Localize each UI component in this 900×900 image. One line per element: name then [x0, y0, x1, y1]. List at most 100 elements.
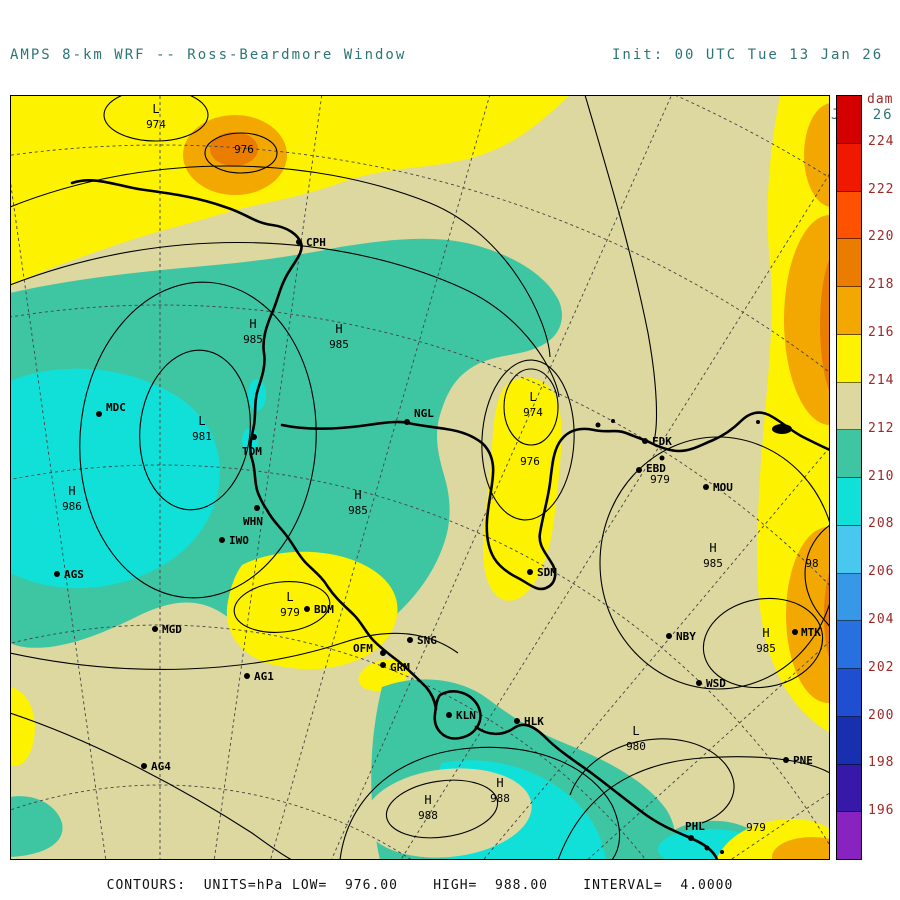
fill-region — [226, 551, 398, 670]
meridian-line — [400, 172, 830, 860]
colorbar-segment — [837, 430, 861, 478]
station-label: KLN — [456, 709, 476, 722]
colorbar-tick-label: 204 — [868, 611, 895, 627]
colorbar-segment — [837, 764, 861, 813]
pressure-center-value: 988 — [490, 792, 510, 805]
fill-region — [772, 837, 830, 860]
island — [659, 455, 665, 461]
station-label: MDC — [106, 401, 126, 414]
station-label: PNE — [793, 754, 813, 767]
contour-label: 979 — [746, 821, 766, 834]
station-label: NBY — [676, 630, 696, 643]
station-dot — [152, 626, 158, 632]
pressure-center-letter: L — [152, 102, 159, 116]
pressure-center-value: 974 — [523, 406, 543, 419]
station-label: PHL — [685, 820, 705, 833]
station-dot — [141, 763, 147, 769]
isobar-contour — [10, 241, 560, 398]
isobar-contour — [233, 581, 331, 633]
pressure-center-value: 979 — [280, 606, 300, 619]
island — [756, 420, 760, 424]
thickness-fill-layer — [10, 95, 830, 860]
station-dot — [96, 411, 102, 417]
fill-region — [784, 215, 830, 425]
colorbar-unit-label: dam — [867, 92, 894, 107]
pressure-center-letter: H — [354, 488, 361, 502]
station-dot — [407, 637, 413, 643]
meridian-line — [330, 95, 673, 860]
station-dot — [296, 239, 302, 245]
pressure-center-letter: H — [249, 317, 256, 331]
pressure-center-letter: L — [529, 390, 536, 404]
station-label: BDM — [314, 603, 334, 616]
station-label: SDM — [537, 566, 557, 579]
fill-region — [10, 368, 220, 589]
fill-region — [824, 569, 830, 661]
colorbar-tick-label: 212 — [868, 420, 895, 436]
colorbar-segment — [837, 239, 861, 287]
isobar-contour — [10, 712, 293, 860]
colorbar-tick-label: 202 — [868, 659, 895, 675]
colorbar-segment — [837, 96, 861, 144]
colorbar-tick-label: 196 — [868, 803, 895, 819]
fill-region — [10, 687, 35, 766]
colorbar-segment — [837, 287, 861, 335]
station-dot — [219, 537, 225, 543]
colorbar-tick-label: 222 — [868, 181, 895, 197]
pressure-center-letter: H — [709, 541, 716, 555]
pressure-center-letter: H — [496, 776, 503, 790]
fill-region — [820, 257, 830, 393]
island — [595, 422, 601, 428]
init-time: Init: 00 UTC Tue 13 Jan 26 — [612, 47, 884, 63]
contour-label: 976 — [520, 455, 540, 468]
colorbar-tick-label: 224 — [868, 133, 895, 149]
colorbar-tick-label: 198 — [868, 755, 895, 771]
pressure-center-value: 985 — [756, 642, 776, 655]
parallel-arc — [10, 304, 830, 587]
station-label: CPH — [306, 236, 326, 249]
isobar-contour — [481, 359, 575, 521]
station-dot — [783, 757, 789, 763]
colorbar-tick-label: 208 — [868, 516, 895, 532]
map-canvas: CPH MDC TDM NGL WHN IWO AGS MGD BDM OFM SNG GRM AG1 A… — [10, 95, 830, 860]
island — [611, 419, 615, 423]
station-label: AG1 — [254, 670, 274, 683]
colorbar-segment — [837, 143, 861, 192]
station-dot — [666, 633, 672, 639]
isobar-contour — [139, 349, 251, 511]
fill-region — [210, 132, 258, 166]
colorbar-tick-label: 200 — [868, 707, 895, 723]
pressure-center-letter: H — [335, 322, 342, 336]
pressure-center-value: 985 — [329, 338, 349, 351]
station-label: MGD — [162, 623, 182, 636]
colorbar-segment — [837, 812, 861, 859]
pressure-center-letter: L — [286, 590, 293, 604]
station-dot — [254, 505, 260, 511]
station-dot — [696, 680, 702, 686]
station-label: WSD — [706, 677, 726, 690]
isobar-contour — [10, 165, 551, 358]
coastline-kln-loop — [433, 690, 482, 740]
coastline-north — [280, 411, 830, 591]
station-label: MTK — [801, 626, 821, 639]
station-label: HLK — [524, 715, 544, 728]
map-title: AMPS 8-km WRF -- Ross-Beardmore Window — [10, 47, 407, 63]
fill-region — [10, 95, 570, 287]
pressure-center-value: 974 — [146, 118, 166, 131]
colorbar-segment — [837, 191, 861, 240]
contour-label: 979 — [650, 473, 670, 486]
colorbar-segment — [837, 525, 861, 574]
station-label: IWO — [229, 534, 249, 547]
station-label: OFM — [353, 642, 373, 655]
isobar-contour — [10, 632, 459, 670]
isobar-contour — [702, 597, 824, 689]
pressure-center-value: 988 — [418, 809, 438, 822]
pressure-center-value: 981 — [192, 430, 212, 443]
contour-info-line: CONTOURS: UNITS=hPa LOW= 976.00 HIGH= 98… — [106, 878, 734, 893]
pressure-center-value: 985 — [243, 333, 263, 346]
station-label: EBD — [646, 462, 666, 475]
station-label: MOU — [713, 481, 733, 494]
station-label: FDK — [652, 435, 672, 448]
colorbar-segment — [837, 573, 861, 622]
colorbar-tick-label: 210 — [868, 468, 895, 484]
